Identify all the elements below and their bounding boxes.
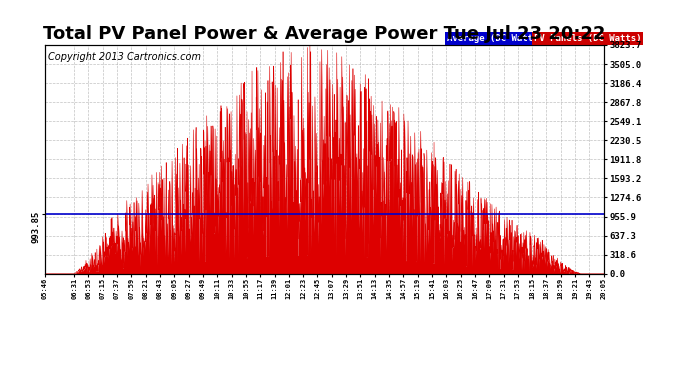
Text: Copyright 2013 Cartronics.com: Copyright 2013 Cartronics.com bbox=[48, 52, 201, 62]
Title: Total PV Panel Power & Average Power Tue Jul 23 20:22: Total PV Panel Power & Average Power Tue… bbox=[43, 26, 606, 44]
Text: PV Panels (DC Watts): PV Panels (DC Watts) bbox=[534, 34, 642, 43]
Text: Average (DC Watts): Average (DC Watts) bbox=[447, 34, 544, 43]
